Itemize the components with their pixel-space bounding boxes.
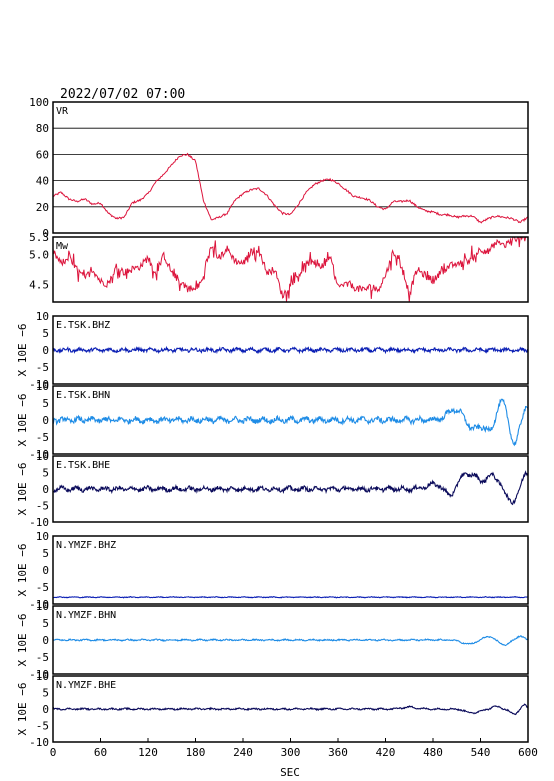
y-tick-label: 5	[42, 467, 49, 480]
series-line	[52, 595, 529, 599]
panel-frame	[52, 535, 529, 605]
x-axis: 0 60 120 180 240 300 360 420 480 540 600	[50, 738, 538, 759]
y-axis-label: X 10E −6	[16, 463, 29, 516]
panel-label: E.TSK.BHZ	[56, 320, 110, 331]
x-tick-label: 480	[423, 746, 443, 759]
panel-frame	[52, 101, 529, 234]
y-tick-label: 60	[36, 148, 49, 161]
panel-1: 4.5 5.0 5.3 Mw	[29, 231, 529, 303]
y-tick-label: -10	[29, 448, 49, 461]
x-tick-label: 240	[233, 746, 253, 759]
series-line	[52, 152, 529, 224]
panel-frame	[52, 605, 529, 675]
x-tick-label: 300	[281, 746, 301, 759]
y-tick-label: 5	[42, 687, 49, 700]
y-tick-label: 5.3	[29, 231, 49, 244]
y-tick-label: -5	[36, 581, 49, 594]
y-tick-label: 5	[42, 617, 49, 630]
panel-6: -10 -5 0 5 10 N.YMZF.BHN X 10E −6	[16, 600, 529, 681]
series-line	[52, 345, 529, 355]
header-timestamp: 2022/07/02 07:00	[60, 87, 185, 102]
y-tick-label: 0	[42, 344, 49, 357]
panel-frame	[52, 315, 529, 385]
panel-5: -10 -5 0 5 10 N.YMZF.BHZ X 10E −6	[16, 530, 529, 611]
y-tick-label: 0	[42, 483, 49, 496]
y-tick-label: 0	[42, 703, 49, 716]
y-tick-label: -10	[29, 516, 49, 529]
x-tick-label: 180	[186, 746, 206, 759]
y-axis-label: X 10E −6	[16, 324, 29, 377]
y-tick-label: -5	[36, 651, 49, 664]
y-tick-label: 0	[42, 634, 49, 647]
x-tick-label: 600	[518, 746, 538, 759]
panel-label: N.YMZF.BHN	[56, 610, 116, 621]
y-axis-label: X 10E −6	[16, 394, 29, 447]
y-tick-label: 0	[42, 414, 49, 427]
y-tick-label: 10	[36, 670, 49, 683]
y-tick-label: 0	[42, 227, 49, 240]
y-tick-label: 10	[36, 530, 49, 543]
series-line	[52, 236, 528, 303]
series-line	[52, 470, 529, 506]
x-tick-label: 360	[328, 746, 348, 759]
panel-2: -10 -5 0 5 10 E.TSK.BHZ X 10E −6	[16, 310, 529, 391]
y-tick-label: 5	[42, 327, 49, 340]
panel-frame	[52, 455, 529, 523]
y-tick-label: -10	[29, 378, 49, 391]
y-tick-label: 4.5	[29, 278, 49, 291]
x-tick-label: 60	[94, 746, 107, 759]
x-axis-label: SEC	[280, 766, 300, 779]
y-tick-label: 0	[42, 564, 49, 577]
panel-7: -10 -5 0 5 10 N.YMZF.BHE X 10E −6	[16, 670, 529, 749]
panel-4: -10 -5 0 5 10 E.TSK.BHE X 10E −6	[16, 450, 529, 529]
panel-3: -10 -5 0 5 10 E.TSK.BHN X 10E −6	[16, 380, 529, 461]
series-line	[52, 635, 529, 647]
y-tick-label: -5	[36, 431, 49, 444]
panel-label: E.TSK.BHE	[56, 460, 110, 471]
x-tick-label: 120	[138, 746, 158, 759]
panel-label: Mw	[56, 241, 69, 252]
y-tick-label: -10	[29, 668, 49, 681]
y-axis-label: X 10E −6	[16, 683, 29, 736]
y-tick-label: -10	[29, 736, 49, 749]
x-tick-label: 540	[471, 746, 491, 759]
panel-frame	[52, 236, 529, 303]
series-line	[52, 703, 529, 716]
y-tick-label: 80	[36, 122, 49, 135]
y-tick-label: -5	[36, 720, 49, 733]
panel-label: VR	[56, 106, 69, 117]
y-tick-label: 5	[42, 547, 49, 560]
panels: 020406080100VR4.55.05.3Mw-10-50510E.TSK.…	[16, 96, 529, 749]
y-tick-label: 40	[36, 175, 49, 188]
panel-label: N.YMZF.BHE	[56, 680, 116, 691]
y-tick-label: 5	[42, 397, 49, 410]
y-tick-label: 10	[36, 310, 49, 323]
x-tick-label: 0	[50, 746, 57, 759]
y-tick-label: 10	[36, 380, 49, 393]
y-axis-label: X 10E −6	[16, 544, 29, 597]
y-tick-label: 20	[36, 201, 49, 214]
y-tick-label: 100	[29, 96, 49, 109]
panel-frame	[52, 385, 529, 455]
y-tick-label: -10	[29, 598, 49, 611]
panel-label: N.YMZF.BHZ	[56, 540, 116, 551]
y-tick-label: 5.0	[29, 249, 49, 262]
y-tick-label: -5	[36, 500, 49, 513]
series-line	[52, 398, 529, 447]
y-tick-label: 10	[36, 450, 49, 463]
y-tick-label: 10	[36, 600, 49, 613]
x-tick-label: 420	[376, 746, 396, 759]
y-tick-label: -5	[36, 361, 49, 374]
panel-label: E.TSK.BHN	[56, 390, 110, 401]
y-axis-label: X 10E −6	[16, 614, 29, 667]
panel-0: 0 20 40 60 80 100 VR	[29, 96, 529, 240]
